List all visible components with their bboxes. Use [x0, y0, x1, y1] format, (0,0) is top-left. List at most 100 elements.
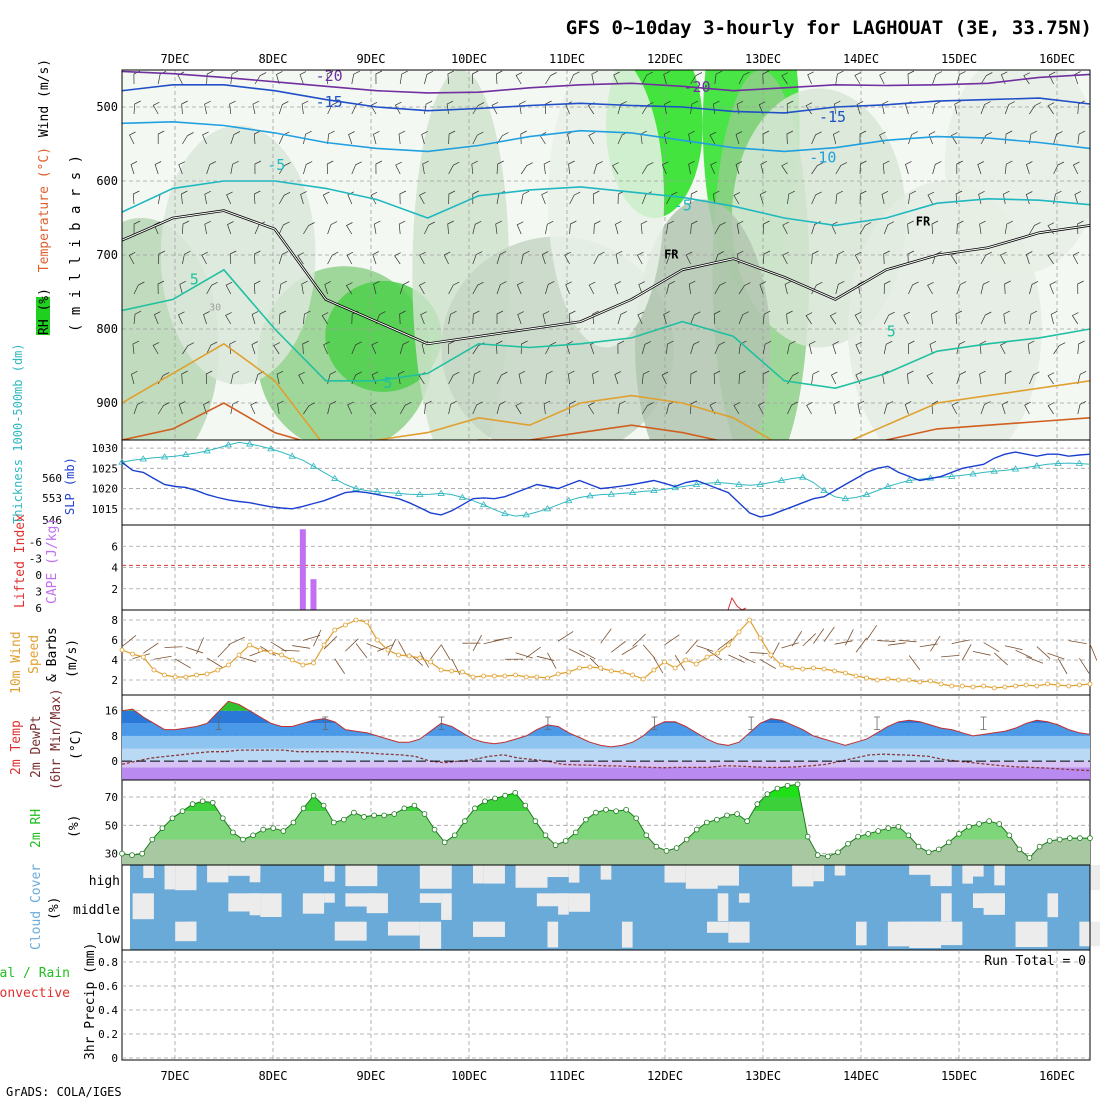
slp-ytick-label: 1015 [92, 503, 119, 516]
upper-wind-barb [254, 72, 267, 85]
upper-wind-barb [1029, 281, 1039, 295]
wind10-barb [642, 644, 656, 659]
upper-wind-barb [762, 370, 770, 385]
cloud-clear-patch [855, 921, 867, 946]
wind10-speed-marker [502, 673, 508, 679]
upper-wind-barb [833, 400, 840, 415]
rh-marker [633, 815, 640, 822]
upper-wind-barb [758, 401, 765, 415]
rh-marker [250, 832, 256, 839]
wind10-barb [579, 649, 596, 660]
wind10-speed-marker [236, 652, 242, 658]
upper-wind-barb [854, 251, 862, 265]
upper-wind-barb [787, 190, 795, 205]
thickness-marker [692, 480, 701, 487]
upper-ylabel-units: ( m i l l i b a r s ) [68, 155, 84, 332]
upper-wind-barb [298, 371, 305, 385]
upper-wind-barb [811, 191, 822, 205]
wind10-barb [791, 630, 803, 647]
wind10-barb [717, 638, 733, 651]
cloud-clear-patch [941, 893, 952, 922]
upper-wind-barb [203, 401, 210, 415]
wind10-speed-marker [396, 652, 401, 658]
upper-wind-barb [1004, 130, 1013, 145]
wind10-speed-marker [300, 662, 306, 668]
wind10-speed-marker [151, 667, 157, 673]
wind10-speed-marker [428, 659, 433, 665]
rh-marker [199, 798, 206, 805]
rh-marker [814, 852, 821, 858]
wind10-barb [174, 658, 191, 669]
upper-wind-barb [762, 220, 770, 235]
wind10-speed-marker [959, 683, 965, 689]
upper-wind-barb [592, 190, 600, 205]
rh-marker [1016, 846, 1023, 853]
upper-wind-barb [782, 221, 789, 235]
wind10-barb [515, 652, 533, 659]
upper-wind-barb [883, 221, 895, 235]
upper-wind-barb [1000, 341, 1007, 355]
upper-wind-barb [157, 130, 165, 144]
upper-wind-barb [399, 70, 408, 85]
upper-wind-barb [299, 71, 307, 85]
x-tick-label-top: 12DEC [647, 52, 683, 66]
wind10-barb [334, 658, 345, 674]
upper-wind-barb [762, 130, 770, 145]
rh-marker [371, 812, 377, 819]
wind10-barb [430, 644, 442, 660]
slp-line [121, 451, 1091, 518]
upper-wind-barb [979, 340, 987, 355]
upper-wind-barb [980, 280, 990, 295]
upper-wind-barb [811, 131, 822, 145]
upper-wind-barb [617, 340, 625, 355]
rh-marker [330, 819, 337, 826]
upper-wind-barb [710, 161, 717, 175]
wind10-barb [632, 633, 646, 647]
upper-wind-barb [421, 131, 428, 145]
upper-wind-barb [713, 100, 720, 115]
rh-marker [230, 829, 236, 836]
upper-wind-barb [690, 190, 698, 205]
cloud-clear-patch [473, 921, 505, 937]
upper-wind-barb [472, 310, 480, 325]
upper-wind-barb [132, 340, 140, 355]
wind10-speed-marker [640, 676, 646, 682]
rh-marker [1006, 832, 1013, 839]
upper-wind-barb [229, 100, 236, 115]
wind10-barb [387, 639, 396, 656]
contour-label: 5 [190, 271, 199, 289]
upper-wind-barb [857, 280, 865, 295]
upper-wind-barb [591, 70, 598, 85]
rh-marker [1077, 835, 1083, 841]
rh-marker [885, 825, 892, 831]
wind10-barb [206, 657, 223, 668]
upper-wind-barb [254, 221, 266, 235]
upper-wind-barb [225, 312, 232, 325]
contour-5 [122, 268, 1090, 390]
upper-wind-barb [1029, 222, 1041, 235]
cloud-clear-patch [707, 865, 739, 886]
upper-wind-barb [229, 340, 236, 355]
wind10-speed-marker [566, 669, 572, 675]
upper-wind-barb [373, 220, 381, 235]
upper-wind-barb [254, 160, 262, 175]
upper-wind-barb [592, 370, 599, 385]
wind10-speed-marker [651, 667, 657, 673]
thickness-marker [139, 455, 147, 462]
rh-marker [260, 826, 266, 833]
upper-wind-barb [781, 72, 788, 85]
upper-wind-barb [520, 190, 530, 205]
upper-wind-barb [471, 70, 479, 85]
cloud-clear-patch [792, 865, 814, 887]
upper-wind-barb [787, 340, 796, 355]
cloud-ylabel-line2: (%) [47, 897, 62, 920]
rh-marker [220, 815, 226, 822]
wind10-barb [1026, 656, 1044, 664]
upper-wind-barb [666, 280, 676, 295]
wind10-speed-marker [194, 672, 199, 678]
cloud-clear-patch [983, 893, 1005, 915]
rh-shade-region [160, 125, 316, 385]
wind10-speed-marker [459, 669, 465, 675]
wind10-speed-marker [619, 669, 625, 675]
upper-wind-barb [879, 71, 886, 85]
